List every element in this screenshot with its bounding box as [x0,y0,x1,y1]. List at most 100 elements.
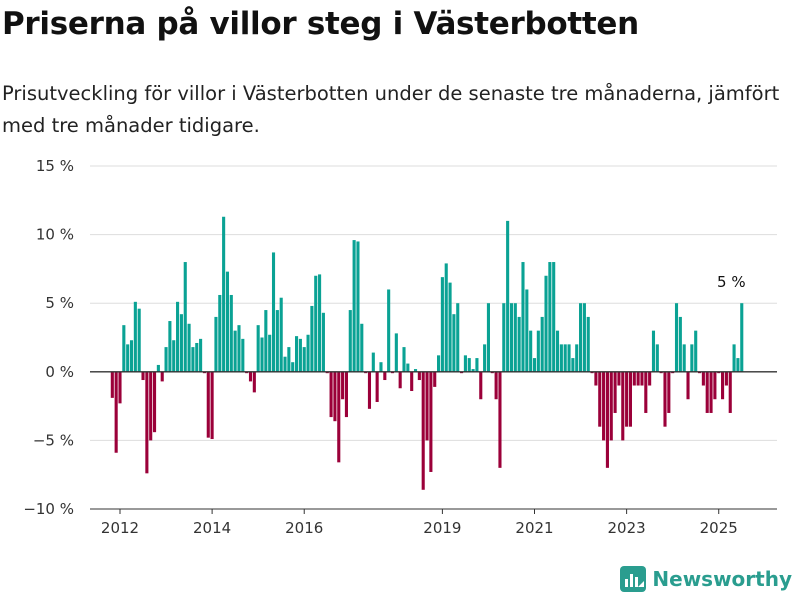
grid-layer [90,165,777,510]
bar [206,371,210,438]
bar [367,371,372,409]
bar [195,342,199,372]
bar [118,371,122,404]
bar [467,358,471,372]
bar [509,303,514,372]
bar [356,241,360,372]
bar [222,216,226,372]
bar [651,330,656,372]
y-tick-label: 0 % [45,363,74,381]
bar [728,371,732,413]
bar [383,371,387,381]
bar [697,371,702,374]
bar [571,358,575,372]
bar [348,310,352,372]
bar [475,358,479,372]
bar [590,371,594,374]
bar [256,325,260,372]
bar [214,316,218,372]
bar [314,275,318,372]
bar [268,334,272,372]
bar [721,371,725,400]
bar [613,371,617,413]
bar [663,371,667,427]
bar [440,277,444,372]
bar [529,330,533,372]
bar [352,240,356,372]
y-tick-label: 15 % [36,157,74,175]
bar [602,371,606,441]
bar [341,371,345,400]
bar [736,358,740,372]
bar [655,344,659,372]
bar [513,303,517,372]
bar [667,371,671,413]
bar [579,303,583,372]
bar [417,371,421,381]
bar [594,371,598,386]
bar [494,371,498,400]
bar [126,344,130,372]
x-tick-label: 2012 [101,519,139,537]
y-tick-label: −10 % [23,500,74,518]
bar [394,333,398,372]
bar [575,344,579,372]
bar [371,352,375,372]
bar [586,316,590,372]
bar [264,310,268,372]
y-tick-label: 10 % [36,226,74,244]
bar [141,371,145,381]
bar [406,363,410,372]
bar [460,371,464,374]
bar [694,330,698,372]
bar [437,355,441,372]
bar [444,263,448,372]
bar [275,310,279,372]
bar [152,371,157,433]
bar [302,347,306,372]
bar [360,323,364,372]
bar [283,356,287,372]
bar [225,271,230,372]
bar [713,371,717,400]
bar [387,289,391,372]
chart-subtitle: Prisutveckling för villor i Västerbotten… [2,82,780,137]
bar [168,321,172,372]
bar [375,371,379,402]
x-tick-label: 2025 [700,519,738,537]
bar [483,344,487,372]
bar [260,337,264,372]
bar [187,323,191,372]
bar [321,312,325,372]
bar [271,252,276,372]
bar [732,344,736,372]
bar [122,325,126,372]
bar [479,371,483,400]
chart-title: Priserna på villor steg i Västerbotten [2,6,639,42]
bar [176,301,180,372]
bar [160,371,164,382]
bar [452,314,456,372]
bar [325,371,329,374]
bar [671,371,675,374]
bar [625,371,629,427]
bar [532,358,537,372]
bar [548,262,552,372]
bar [421,371,425,490]
bar [425,371,429,441]
bar [609,371,613,441]
bar [410,371,414,392]
bar [567,344,571,372]
bar [605,371,609,468]
bar [210,371,214,440]
bar [498,371,502,468]
bar [298,338,302,372]
bar [525,289,529,372]
bar [724,371,728,386]
bar [563,344,567,372]
bar [674,303,679,372]
bar [344,371,348,418]
bar [310,305,314,372]
bar [644,371,648,413]
y-tick-label: 5 % [45,294,74,312]
